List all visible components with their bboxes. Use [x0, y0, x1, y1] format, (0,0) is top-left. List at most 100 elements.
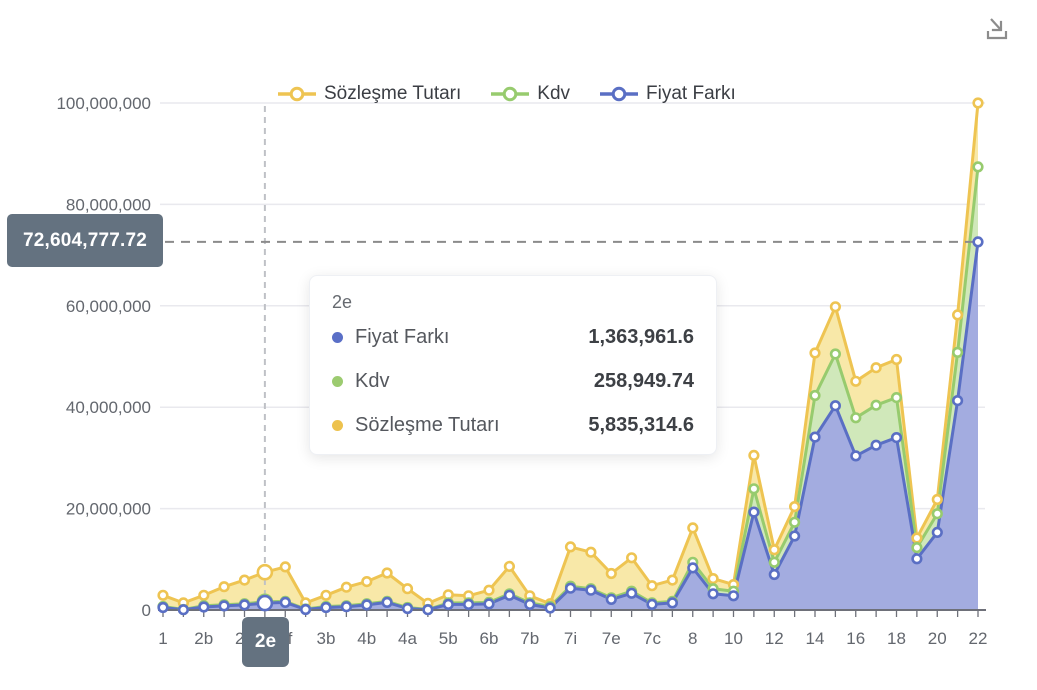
data-point[interactable]: [951, 309, 964, 321]
data-point[interactable]: [890, 432, 903, 444]
data-point[interactable]: [238, 599, 251, 611]
data-point[interactable]: [381, 567, 393, 579]
legend-item-fiyat-fark-[interactable]: Fiyat Farkı: [600, 83, 736, 105]
data-point[interactable]: [483, 598, 495, 610]
data-point[interactable]: [809, 431, 821, 443]
data-point[interactable]: [646, 580, 658, 592]
data-point[interactable]: [381, 596, 393, 609]
data-point[interactable]: [707, 572, 719, 585]
data-point[interactable]: [850, 375, 862, 387]
highlighted-data-point[interactable]: [256, 563, 274, 581]
data-point[interactable]: [218, 600, 230, 612]
tooltip-series-value: 1,363,961.6: [588, 325, 694, 348]
data-point[interactable]: [666, 597, 679, 609]
data-point[interactable]: [422, 604, 434, 616]
data-point[interactable]: [972, 236, 984, 248]
data-point[interactable]: [585, 584, 597, 596]
data-point[interactable]: [707, 588, 719, 600]
data-point[interactable]: [340, 601, 353, 613]
data-point[interactable]: [870, 439, 882, 451]
data-point[interactable]: [768, 556, 780, 568]
data-point[interactable]: [972, 97, 984, 109]
data-point[interactable]: [503, 589, 516, 601]
data-point[interactable]: [748, 506, 760, 518]
data-point[interactable]: [727, 590, 740, 602]
y-axis-label: 0: [142, 601, 151, 620]
data-point[interactable]: [361, 599, 373, 611]
data-point[interactable]: [401, 602, 414, 615]
data-point[interactable]: [788, 530, 801, 542]
tooltip-series-value: 5,835,314.6: [588, 413, 694, 436]
legend-item-kdv[interactable]: Kdv: [491, 83, 570, 105]
data-point[interactable]: [361, 575, 373, 588]
data-point[interactable]: [768, 568, 780, 581]
download-button[interactable]: [979, 11, 1015, 47]
legend-marker-icon: [491, 86, 530, 102]
legend-item-s-zle-me-tutar-[interactable]: Sözleşme Tutarı: [278, 83, 461, 105]
data-point[interactable]: [646, 598, 658, 611]
data-point[interactable]: [809, 389, 821, 402]
data-point[interactable]: [625, 552, 638, 564]
data-point[interactable]: [666, 574, 679, 586]
data-point[interactable]: [870, 362, 882, 374]
data-point[interactable]: [911, 541, 923, 554]
data-point[interactable]: [931, 526, 943, 539]
data-point[interactable]: [463, 598, 475, 611]
data-point[interactable]: [157, 589, 169, 601]
data-point[interactable]: [544, 602, 556, 614]
data-point[interactable]: [850, 450, 862, 462]
data-point[interactable]: [951, 395, 964, 407]
data-point[interactable]: [300, 603, 312, 616]
data-point[interactable]: [279, 596, 291, 609]
data-point[interactable]: [829, 301, 842, 313]
highlighted-data-point[interactable]: [256, 594, 274, 612]
data-point[interactable]: [931, 493, 943, 506]
data-point[interactable]: [768, 544, 780, 556]
data-point[interactable]: [340, 581, 353, 593]
data-point[interactable]: [870, 399, 882, 411]
data-point[interactable]: [687, 522, 699, 534]
data-point[interactable]: [218, 581, 230, 593]
data-point[interactable]: [157, 601, 169, 614]
data-point[interactable]: [911, 553, 923, 565]
data-point[interactable]: [524, 598, 536, 611]
data-point[interactable]: [605, 567, 617, 580]
data-point[interactable]: [951, 346, 964, 359]
data-point[interactable]: [748, 449, 760, 462]
data-point[interactable]: [279, 561, 291, 573]
data-point[interactable]: [687, 562, 699, 574]
data-point[interactable]: [890, 392, 903, 404]
data-point[interactable]: [442, 598, 454, 611]
data-point[interactable]: [850, 412, 862, 424]
data-point[interactable]: [829, 348, 842, 360]
data-point[interactable]: [320, 589, 332, 601]
data-point[interactable]: [503, 560, 516, 573]
data-point[interactable]: [564, 541, 577, 553]
data-point[interactable]: [585, 546, 597, 558]
data-point[interactable]: [564, 582, 577, 594]
data-point[interactable]: [890, 353, 903, 366]
data-point[interactable]: [931, 508, 943, 520]
x-axis-label: 6b: [480, 629, 499, 648]
data-point[interactable]: [829, 400, 842, 412]
data-point[interactable]: [625, 587, 638, 599]
tooltip-series-label: Sözleşme Tutarı: [355, 413, 500, 436]
x-axis-label: 10: [724, 629, 743, 648]
data-point[interactable]: [972, 161, 984, 173]
data-point[interactable]: [809, 347, 821, 359]
data-point[interactable]: [483, 584, 495, 596]
data-point[interactable]: [320, 601, 332, 614]
data-point[interactable]: [788, 516, 801, 528]
data-point[interactable]: [198, 589, 210, 601]
data-point[interactable]: [788, 501, 801, 513]
data-point[interactable]: [401, 583, 414, 595]
x-axis-label: 16: [846, 629, 865, 648]
data-point[interactable]: [177, 604, 189, 616]
data-point[interactable]: [911, 532, 923, 544]
y-axis-label: 20,000,000: [66, 500, 151, 519]
data-point[interactable]: [748, 483, 760, 495]
data-point[interactable]: [238, 574, 251, 586]
data-point[interactable]: [198, 601, 210, 613]
data-point[interactable]: [605, 593, 617, 606]
